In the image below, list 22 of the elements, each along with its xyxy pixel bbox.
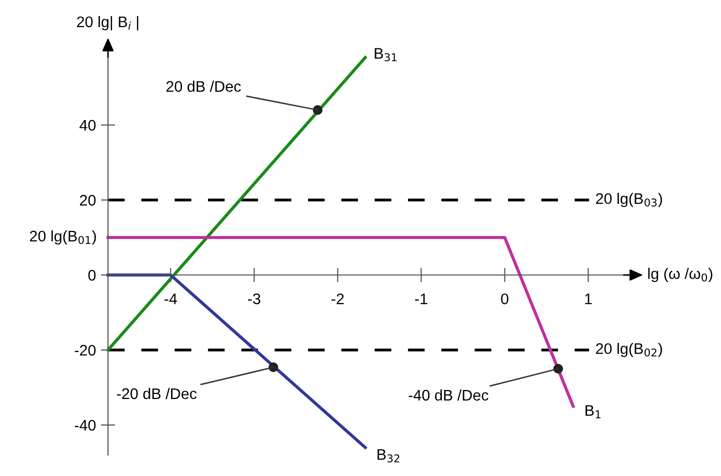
series-label: B$_{1}$ <box>586 405 600 418</box>
annotation: 20 dB /Dec <box>166 80 241 92</box>
y-tick-label: 40 <box>80 120 96 131</box>
annotation: -40 dB /Dec <box>408 389 488 401</box>
x-tick-label: -3 <box>248 293 260 304</box>
annotation: -20 dB /Dec <box>116 388 197 400</box>
y-tick-label: -40 <box>74 420 96 431</box>
y-tick-label: 20 <box>80 194 96 206</box>
x-tick-label: 0 <box>501 293 508 304</box>
y-axis-title: 20 lg| B$_{i}$ | <box>77 16 138 30</box>
x-tick-label: -4 <box>164 294 177 304</box>
ref-line-label: 20 lg(B$_{02}$) <box>596 342 662 358</box>
y-tick-label: 0 <box>88 270 96 281</box>
y-tick-label: -20 <box>74 344 96 356</box>
series-label: B$_{32}$ <box>378 449 400 462</box>
x-tick-label: -2 <box>332 293 344 304</box>
x-tick-label: 1 <box>585 294 592 304</box>
ref-line-label: 20 lg(B$_{03}$) <box>596 192 662 208</box>
x-axis-title: lg (ω /ω$_{0}$) <box>648 268 712 282</box>
series-label: B$_{31}$ <box>374 48 397 62</box>
x-tick-label: -1 <box>415 294 428 304</box>
annotation: 20 lg(B$_{01}$) <box>30 230 96 245</box>
